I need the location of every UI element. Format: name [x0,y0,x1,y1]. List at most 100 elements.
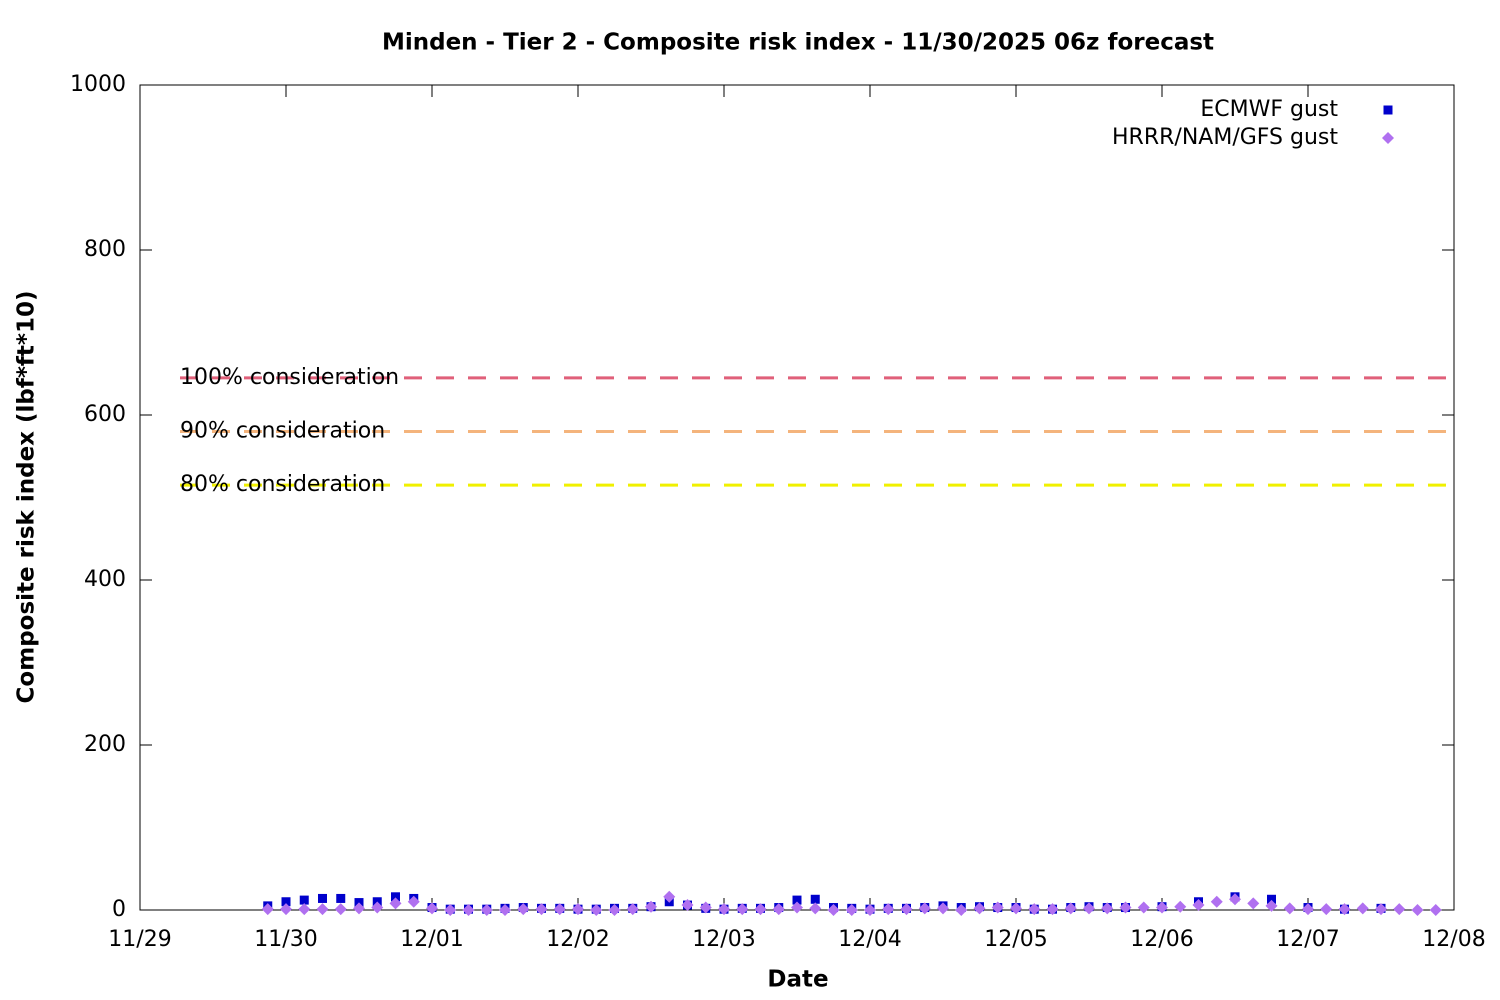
point [389,897,402,910]
point [864,904,876,916]
threshold-label: 80% consideration [180,472,385,497]
point [991,901,1004,914]
legend-marker [1383,105,1393,115]
legend-label: ECMWF gust [1200,97,1338,122]
legend-label: HRRR/NAM/GFS gust [1112,125,1338,150]
point [900,903,913,916]
x-tick-label: 12/07 [1276,927,1339,952]
point [1247,897,1260,910]
y-tick-label: 800 [84,237,126,262]
point [718,903,730,916]
point [1028,903,1041,916]
point [1429,904,1442,916]
x-tick-label: 11/30 [254,927,317,952]
chart-title: Minden - Tier 2 - Composite risk index -… [382,30,1214,56]
y-tick-label: 200 [84,732,126,757]
point [280,903,292,916]
x-tick-label: 12/02 [546,927,609,952]
threshold-label: 90% consideration [180,419,385,444]
point [334,903,347,916]
point [316,903,329,916]
point [298,903,311,916]
point [499,904,511,916]
plot-frame [139,84,1455,911]
point [845,904,858,916]
point [1267,894,1276,904]
y-axis-label: Composite risk index (lbf*ft*10) [14,291,40,704]
threshold-label: 100% consideration [180,365,399,390]
point [882,903,895,916]
point [809,902,822,915]
point [572,903,584,916]
point [1064,902,1077,915]
point [407,895,420,908]
point [391,892,400,902]
point [608,904,621,916]
legend-marker [1382,132,1394,144]
point [754,903,767,916]
point [261,903,274,916]
x-tick-label: 11/29 [108,927,171,952]
point [426,902,438,915]
point [918,902,931,915]
point [535,903,548,916]
point [1265,899,1278,912]
point [973,902,986,915]
point [699,901,712,914]
point [955,904,968,916]
point [827,904,840,916]
point [299,895,309,905]
y-tick-label: 400 [84,567,126,592]
x-tick-label: 12/04 [838,927,901,952]
point [792,895,802,905]
point [663,890,676,903]
point [1210,895,1223,908]
point [318,893,327,903]
point [462,904,475,916]
point [1338,903,1351,916]
point [1192,899,1205,912]
point [1174,900,1187,913]
point [1137,901,1150,914]
point [336,893,346,903]
point [1156,901,1168,914]
point [937,902,949,915]
point [645,900,657,913]
y-tick-label: 0 [112,897,126,922]
point [681,899,694,912]
point [1283,902,1296,915]
point [517,903,530,916]
point [1302,903,1314,916]
x-tick-label: 12/05 [984,927,1047,952]
point [553,903,566,916]
y-tick-label: 600 [84,402,126,427]
point [590,904,603,916]
y-tick-label: 1000 [70,72,126,97]
point [353,902,365,915]
point [1356,902,1369,915]
point [1119,901,1132,914]
point [1046,903,1059,916]
point [444,904,457,916]
point [1101,902,1114,915]
x-tick-label: 12/08 [1422,927,1485,952]
point [371,901,384,914]
point [1320,903,1333,916]
point [480,904,493,916]
x-axis-label: Date [767,967,828,993]
x-tick-label: 12/06 [1130,927,1193,952]
point [736,903,749,916]
point [791,901,803,914]
point [1375,903,1387,916]
point [772,903,785,916]
point [1229,893,1241,906]
point [810,894,820,904]
x-tick-label: 12/03 [692,927,755,952]
point [1393,903,1406,916]
point [626,903,639,916]
point [1411,904,1424,916]
point [1083,902,1095,915]
x-tick-label: 12/01 [400,927,463,952]
point [1010,902,1022,915]
